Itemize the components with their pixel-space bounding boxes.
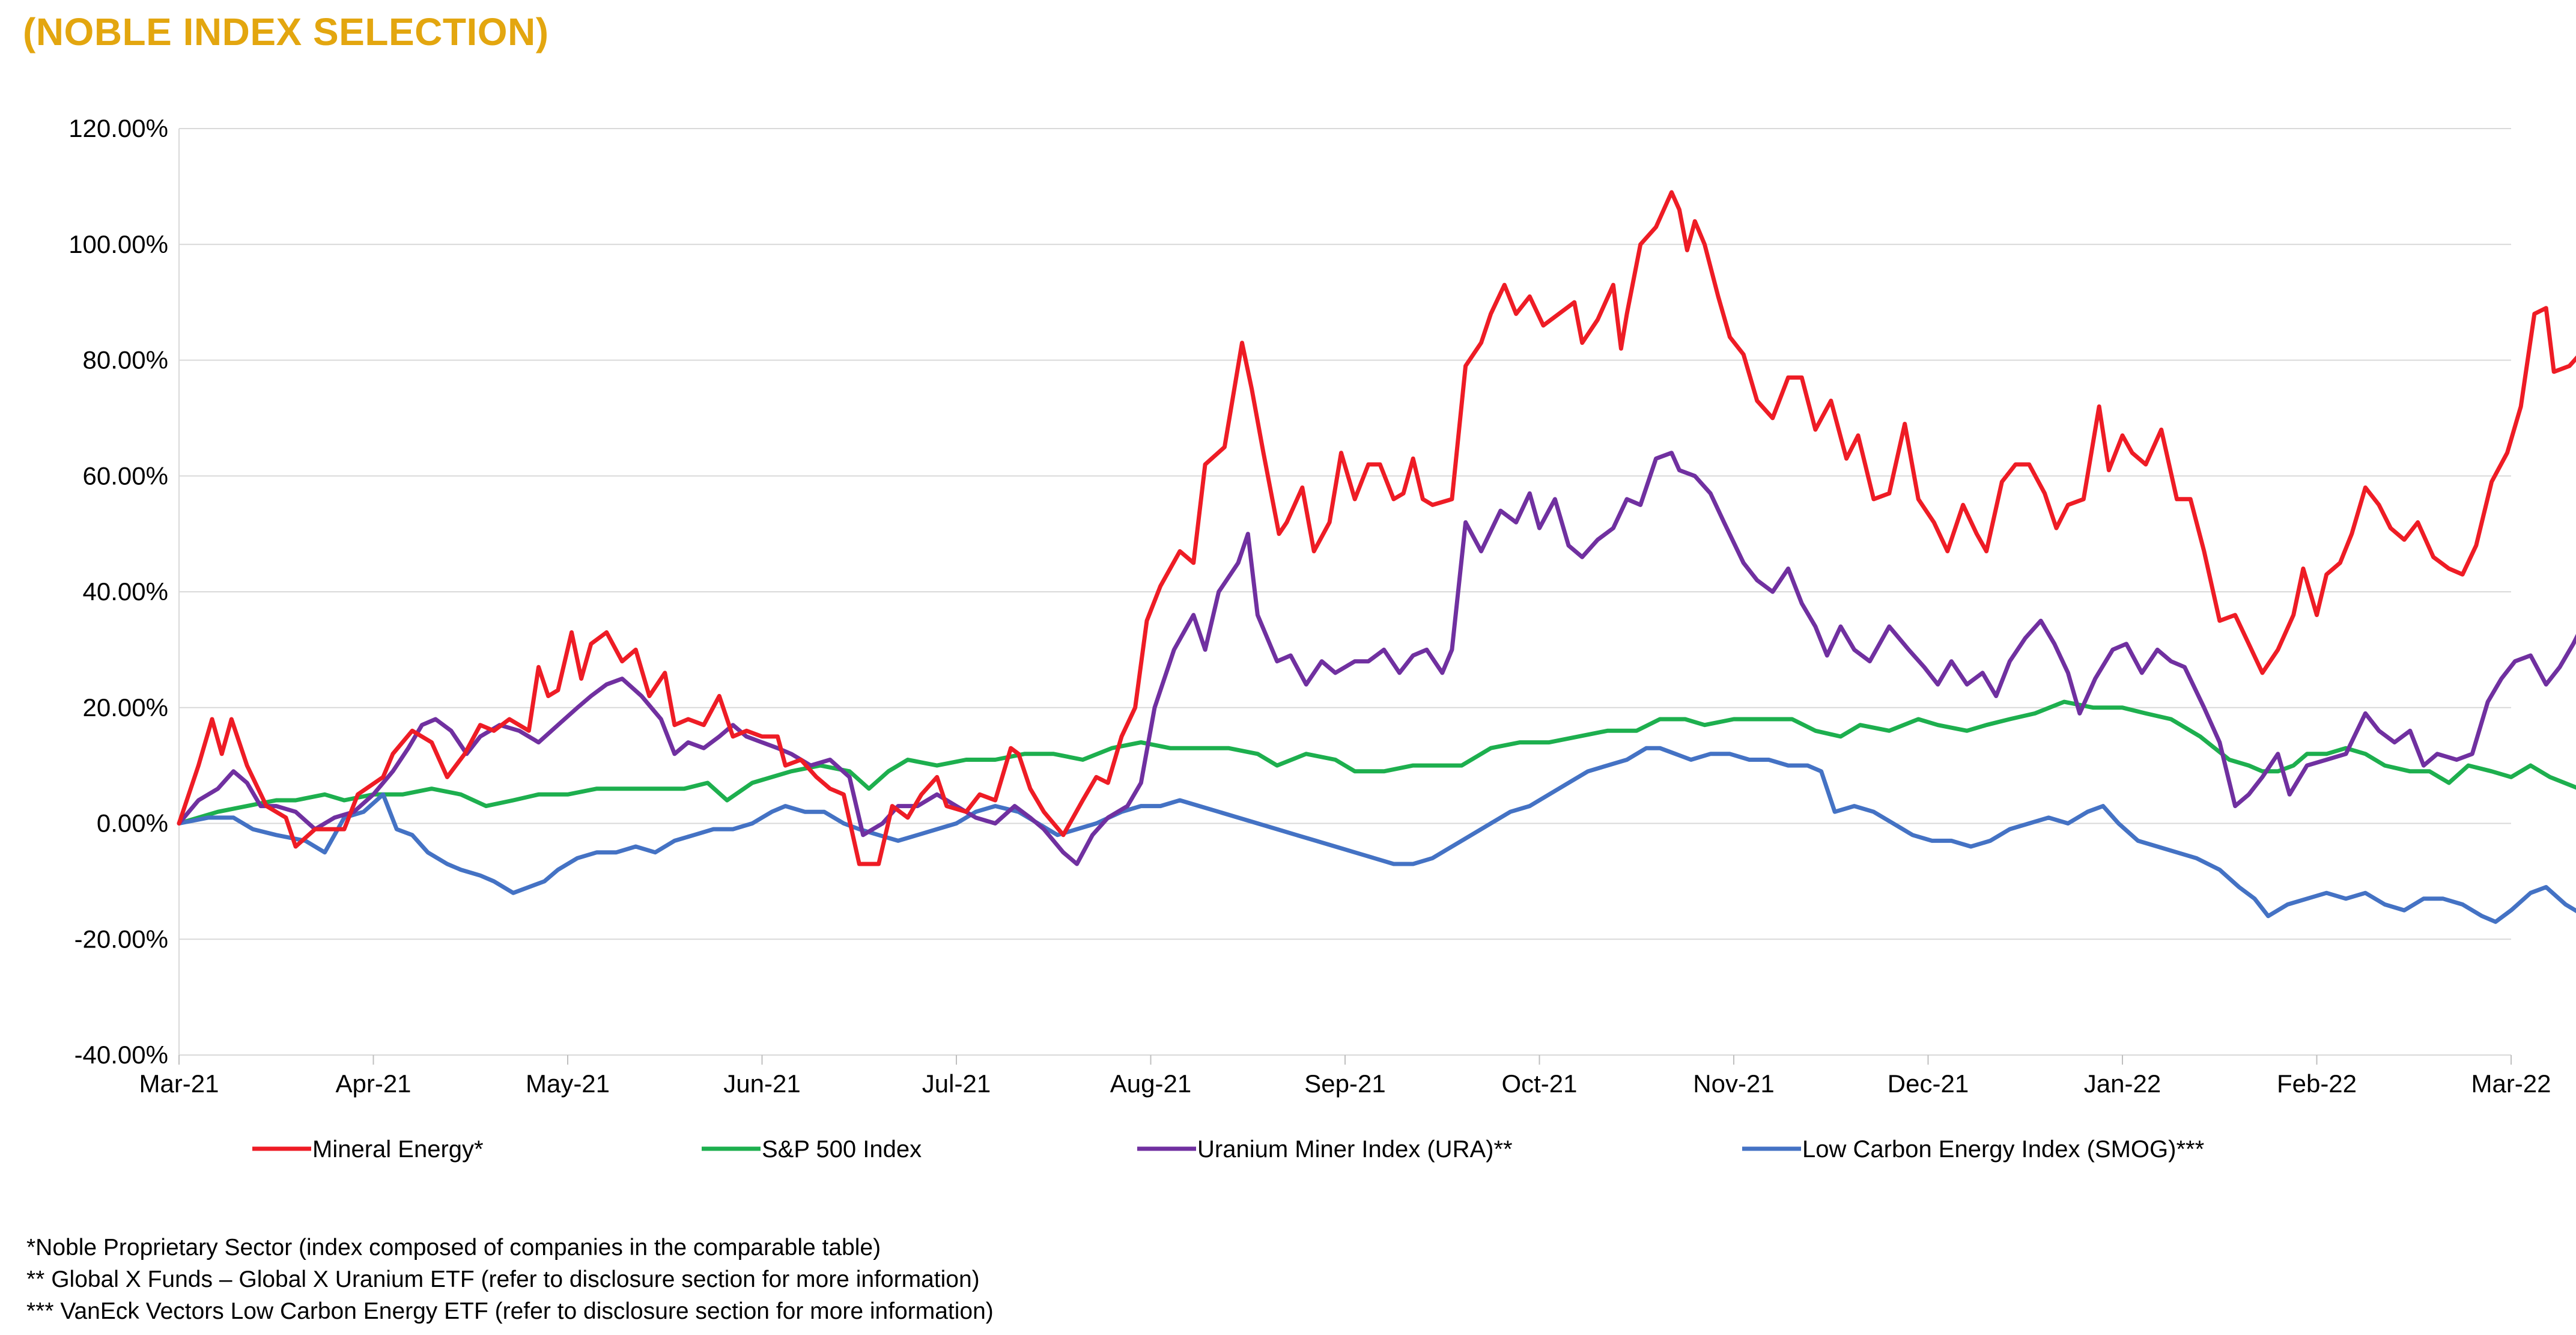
y-tick-label: 80.00% — [83, 346, 168, 374]
legend: Mineral Energy* S&P 500 Index Uranium Mine… — [252, 1136, 2204, 1163]
series-line-3 — [177, 451, 2576, 866]
y-tick-label: -20.00% — [74, 925, 168, 953]
x-tick-label: Oct-21 — [1501, 1069, 1577, 1098]
y-tick-label: 60.00% — [83, 461, 168, 490]
legend-item: S&P 500 Index — [702, 1136, 922, 1163]
legend-item: Mineral Energy* — [252, 1136, 484, 1163]
series-lines — [177, 190, 2576, 924]
legend-item: Uranium Miner Index (URA)** — [1137, 1136, 1513, 1163]
series-line-1 — [177, 190, 2576, 866]
gridlines — [179, 128, 2511, 1056]
x-tick-label: Mar-21 — [139, 1069, 219, 1098]
legend-label: Mineral Energy* — [312, 1136, 484, 1163]
x-tick-label: May-21 — [526, 1069, 610, 1098]
x-tick-label: Jun-21 — [723, 1069, 800, 1098]
axes: 120.00% 100.00% 80.00% 60.00% 40.00% 20.00% 0.… — [68, 114, 2551, 1098]
x-tick-label: Feb-22 — [2277, 1069, 2357, 1098]
x-tick-label: Dec-21 — [1888, 1069, 1969, 1098]
x-tick-label: Sep-21 — [1304, 1069, 1385, 1098]
y-tick-label: 100.00% — [68, 230, 168, 258]
legend-label: Uranium Miner Index (URA)** — [1197, 1136, 1513, 1163]
y-tick-label: -40.00% — [74, 1041, 168, 1069]
series-line-2 — [177, 699, 2576, 826]
footnote-3: *** VanEck Vectors Low Carbon Energy ETF… — [26, 1298, 994, 1324]
x-tick-label: Aug-21 — [1110, 1069, 1191, 1098]
footnote-2: ** Global X Funds – Global X Uranium ETF… — [26, 1267, 980, 1292]
chart-title: (NOBLE INDEX SELECTION) — [23, 10, 549, 53]
x-tick-label: Mar-22 — [2471, 1069, 2551, 1098]
footnotes: *Noble Proprietary Sector (index compose… — [26, 1232, 994, 1327]
legend-label: S&P 500 Index — [762, 1136, 922, 1163]
footnote-1: *Noble Proprietary Sector (index compose… — [26, 1235, 881, 1260]
y-tick-label: 20.00% — [83, 693, 168, 722]
x-tick-label: Nov-21 — [1693, 1069, 1774, 1098]
x-tick-label: Apr-21 — [335, 1069, 411, 1098]
legend-label: Low Carbon Energy Index (SMOG)*** — [1802, 1136, 2204, 1163]
x-tick-label: Jan-22 — [2084, 1069, 2161, 1098]
legend-item: Low Carbon Energy Index (SMOG)*** — [1742, 1136, 2204, 1163]
x-tick-label: Jul-21 — [922, 1069, 991, 1098]
y-tick-label: 120.00% — [68, 114, 168, 142]
y-tick-label: 40.00% — [83, 577, 168, 606]
series-line-4 — [177, 746, 2576, 924]
y-tick-label: 0.00% — [97, 809, 168, 838]
